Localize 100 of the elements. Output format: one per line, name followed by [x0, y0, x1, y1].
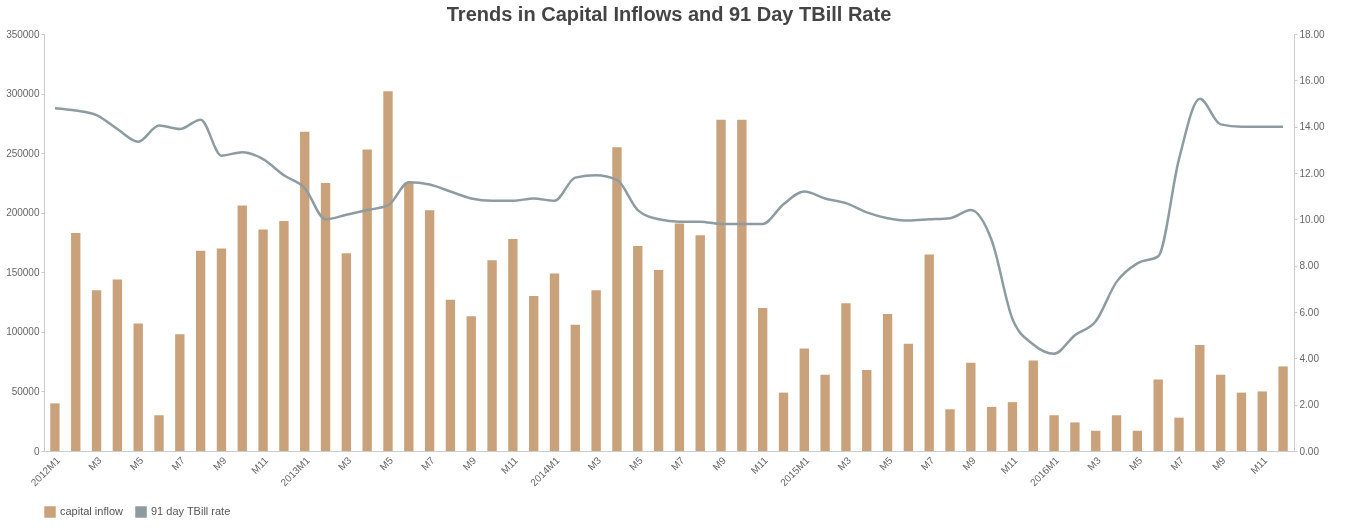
chart-title: Trends in Capital Inflows and 91 Day TBill Rate	[446, 3, 892, 25]
x-tick-label: M5	[377, 454, 396, 473]
x-tick-label: M9	[710, 454, 729, 473]
bar	[341, 253, 352, 451]
bar	[1070, 422, 1080, 451]
bar	[195, 250, 206, 451]
legend-label: capital inflow	[60, 505, 124, 517]
bar	[757, 308, 768, 451]
bar	[1174, 417, 1184, 451]
bar	[362, 149, 372, 451]
bar	[1195, 344, 1205, 451]
legend-label: 91 day TBill rate	[151, 505, 231, 517]
bar	[716, 119, 726, 451]
bar	[133, 323, 143, 451]
x-tick-label: M7	[419, 454, 437, 473]
bar	[258, 229, 268, 451]
x-tick-label: M5	[127, 454, 146, 473]
x-tick-label: M9	[460, 454, 479, 473]
x-tick-label: M9	[960, 454, 979, 473]
y-tick-label: 100000	[6, 326, 40, 338]
bar	[175, 334, 185, 451]
x-tick-label: M3	[335, 454, 354, 473]
bar	[383, 91, 393, 451]
bar	[1028, 360, 1038, 451]
y2-tick-label: 4.00	[1299, 352, 1320, 364]
bar	[154, 415, 164, 451]
bar	[1007, 402, 1018, 451]
bar	[799, 348, 809, 451]
bar	[945, 409, 955, 451]
bar	[549, 273, 560, 451]
bar	[1132, 430, 1143, 451]
y2-tick-label: 18.00	[1299, 28, 1325, 40]
bar	[1236, 392, 1247, 451]
bar	[1049, 415, 1059, 451]
x-tick-label: M11	[1248, 454, 1270, 476]
bar	[466, 316, 476, 451]
y2-tick-label: 12.00	[1299, 167, 1325, 179]
bar	[612, 147, 622, 451]
bar	[1215, 374, 1226, 451]
bar	[404, 182, 414, 451]
x-tick-label: M9	[1210, 454, 1228, 473]
x-tick-label: M11	[249, 454, 271, 476]
bar	[1153, 379, 1163, 451]
bar	[903, 343, 914, 451]
bar	[862, 369, 872, 451]
bar	[570, 324, 581, 451]
y2-tick-label: 2.00	[1299, 399, 1320, 411]
bar	[487, 260, 497, 451]
x-tick-label: M7	[918, 454, 937, 473]
y2-tick-label: 16.00	[1299, 74, 1325, 86]
y-tick-label: 350000	[6, 28, 40, 40]
bar	[653, 269, 664, 451]
y2-tick-label: 6.00	[1299, 306, 1320, 318]
bar	[737, 119, 747, 451]
bar	[216, 248, 227, 451]
bar	[778, 392, 789, 451]
bar	[1091, 430, 1101, 451]
bar	[508, 238, 518, 451]
bar	[674, 223, 685, 451]
bar	[320, 182, 331, 451]
bar	[112, 279, 123, 451]
y-tick-label: 0	[33, 445, 40, 457]
bar	[91, 290, 102, 451]
y2-tick-label: 10.00	[1299, 213, 1325, 225]
bar	[237, 205, 247, 451]
bar	[1278, 366, 1288, 451]
x-tick-label: M11	[998, 454, 1020, 476]
line-series	[53, 97, 1285, 355]
bar	[71, 232, 81, 451]
y-tick-label: 200000	[6, 207, 40, 219]
x-tick-label: M3	[835, 454, 854, 473]
bar	[300, 131, 310, 451]
bar	[529, 296, 539, 451]
y-tick-label: 300000	[6, 88, 40, 100]
x-tick-label: M3	[86, 454, 104, 473]
x-tick-label: M11	[748, 454, 771, 476]
bar	[986, 406, 997, 451]
bar	[820, 374, 830, 451]
bar	[633, 246, 643, 451]
bar	[445, 299, 456, 451]
y-tick-label: 150000	[6, 266, 40, 278]
x-tick-label: M7	[169, 454, 188, 473]
x-tick-label: M3	[1085, 454, 1104, 473]
x-tick-label: M3	[585, 454, 604, 473]
x-tick-label: M5	[1126, 454, 1145, 473]
bar	[279, 221, 289, 451]
x-tick-label: M5	[627, 454, 646, 473]
x-tick-label: M5	[877, 454, 895, 473]
y2-tick-label: 8.00	[1299, 260, 1320, 272]
bar	[695, 235, 705, 451]
x-tick-label: M7	[668, 454, 687, 473]
x-tick-label: M7	[1168, 454, 1187, 473]
bar	[1257, 391, 1267, 451]
x-tick-label: M9	[210, 454, 229, 473]
y2-tick-label: 0.00	[1299, 445, 1320, 457]
x-tick-label: M11	[498, 454, 521, 476]
bar	[924, 254, 934, 451]
y2-tick-label: 14.00	[1299, 121, 1325, 133]
bar	[591, 290, 601, 451]
bar	[882, 313, 893, 451]
